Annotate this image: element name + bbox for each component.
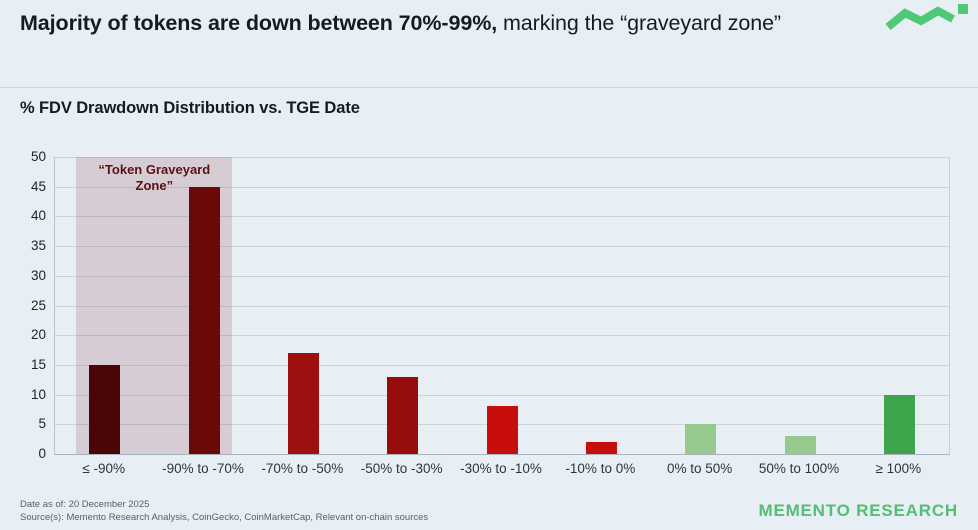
y-tick-label: 35	[30, 238, 46, 254]
y-tick-label: 30	[30, 267, 46, 283]
x-tick-label: -70% to -50%	[261, 461, 344, 476]
x-tick-label: -50% to -30%	[360, 461, 443, 476]
y-tick-label: 25	[30, 297, 46, 313]
bar--10% to 0%	[585, 442, 617, 454]
footer-sources: Source(s): Memento Research Analysis, Co…	[20, 512, 429, 523]
bar--70% to -50%	[287, 353, 319, 454]
gridline	[55, 305, 949, 307]
bar-0% to 50%	[685, 424, 717, 454]
bar-≥ 100%	[883, 394, 915, 454]
gridline	[55, 216, 949, 218]
gridline	[55, 364, 949, 366]
bar-chart-plot-area: “Token Graveyard Zone”	[54, 157, 950, 455]
header-divider	[0, 87, 978, 88]
bar-50% to 100%	[784, 436, 816, 454]
memento-logo-icon	[885, 4, 968, 31]
y-tick-label: 50	[30, 149, 46, 164]
brand-wordmark: MEMENTO RESEARCH	[758, 501, 958, 520]
y-tick-label: 45	[30, 178, 46, 194]
y-tick-label: 0	[38, 446, 46, 461]
chart-title: % FDV Drawdown Distribution vs. TGE Date	[20, 99, 360, 117]
y-tick-label: 40	[30, 208, 46, 224]
x-tick-label: 50% to 100%	[758, 461, 840, 476]
x-tick-label: ≤ -90%	[82, 461, 125, 476]
footer-date: Date as of: 20 December 2025	[20, 499, 150, 510]
x-tick-label: -30% to -10%	[460, 461, 542, 476]
gridline	[55, 246, 949, 248]
x-tick-label: -10% to 0%	[565, 461, 636, 476]
page-title-bold: Majority of tokens are down between 70%-…	[20, 11, 498, 35]
page-title: Majority of tokens are down between 70%-…	[20, 8, 880, 38]
page-title-rest: marking the “graveyard zone”	[497, 11, 781, 35]
bar--50% to -30%	[387, 376, 419, 454]
x-tick-label: ≥ 100%	[875, 461, 922, 476]
gridline	[55, 335, 949, 337]
y-tick-label: 5	[38, 416, 46, 432]
footer-notes: Date as of: 20 December 2025 Source(s): …	[20, 498, 428, 524]
y-tick-label: 20	[30, 327, 46, 343]
bar-≤ -90%	[89, 364, 121, 454]
bar--30% to -10%	[486, 406, 518, 454]
gridline	[55, 157, 949, 158]
gridline	[55, 275, 949, 277]
y-tick-label: 10	[30, 386, 46, 402]
x-tick-label: 0% to 50%	[667, 461, 733, 476]
bar--90% to -70%	[188, 186, 220, 454]
gridline	[55, 394, 949, 396]
y-tick-label: 15	[30, 356, 46, 372]
gridline	[55, 186, 949, 188]
x-tick-label: -90% to -70%	[162, 461, 244, 476]
graveyard-zone-label: “Token Graveyard Zone”	[98, 162, 211, 193]
